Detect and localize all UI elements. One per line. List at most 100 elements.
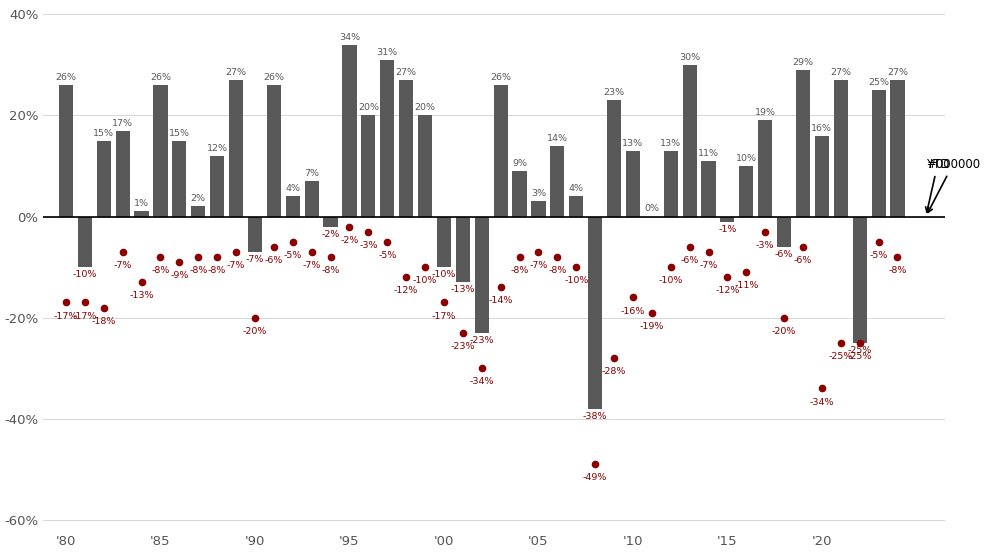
Bar	[833, 80, 847, 216]
Text: -5%: -5%	[869, 251, 886, 260]
Text: 26%: 26%	[263, 73, 284, 82]
Text: -25%: -25%	[828, 352, 852, 361]
Text: -19%: -19%	[639, 322, 664, 331]
Text: 15%: 15%	[93, 129, 114, 137]
Text: -7%: -7%	[528, 261, 547, 270]
Text: 0%: 0%	[644, 204, 659, 214]
Bar	[701, 161, 715, 216]
Text: 2%: 2%	[190, 194, 205, 203]
Bar	[512, 171, 527, 216]
Text: 27%: 27%	[829, 68, 851, 77]
Text: -8%: -8%	[510, 266, 528, 275]
Text: 30%: 30%	[678, 53, 699, 62]
Bar	[757, 120, 771, 216]
Text: -6%: -6%	[679, 256, 698, 265]
Text: 13%: 13%	[622, 139, 643, 148]
Text: 31%: 31%	[377, 47, 397, 57]
Text: -14%: -14%	[488, 296, 513, 305]
Bar	[474, 216, 488, 333]
Bar	[305, 181, 318, 216]
Text: 26%: 26%	[55, 73, 76, 82]
Text: -25%: -25%	[847, 346, 871, 355]
Text: -34%: -34%	[809, 397, 833, 406]
Bar	[871, 90, 884, 216]
Text: 27%: 27%	[395, 68, 416, 77]
Bar	[153, 85, 168, 216]
Text: -28%: -28%	[601, 367, 625, 376]
Text: -20%: -20%	[771, 327, 796, 336]
Text: 25%: 25%	[868, 78, 888, 87]
Text: -12%: -12%	[715, 286, 739, 295]
Bar	[530, 201, 545, 216]
Text: 15%: 15%	[169, 129, 189, 137]
Text: 12%: 12%	[206, 144, 228, 153]
Text: -8%: -8%	[547, 266, 566, 275]
Text: -20%: -20%	[243, 327, 267, 336]
Text: 4%: 4%	[568, 184, 583, 193]
Text: 11%: 11%	[697, 149, 718, 158]
Bar	[134, 211, 149, 216]
Bar	[720, 216, 734, 221]
Text: -7%: -7%	[302, 261, 320, 270]
Text: -7%: -7%	[699, 261, 717, 270]
Text: -17%: -17%	[73, 311, 97, 321]
Text: -10%: -10%	[412, 276, 437, 285]
Text: -11%: -11%	[734, 281, 757, 290]
Text: -34%: -34%	[469, 377, 493, 386]
Bar	[663, 151, 677, 216]
Text: 16%: 16%	[810, 124, 831, 132]
Text: -10%: -10%	[658, 276, 682, 285]
Bar	[97, 141, 110, 216]
Bar	[437, 216, 451, 267]
Bar	[588, 216, 601, 408]
Text: -6%: -6%	[264, 256, 283, 265]
Text: -10%: -10%	[563, 276, 588, 285]
Text: 17%: 17%	[112, 119, 133, 128]
Bar	[115, 131, 129, 216]
Text: -8%: -8%	[151, 266, 170, 275]
Text: -23%: -23%	[451, 342, 474, 351]
Text: -2%: -2%	[340, 236, 358, 245]
Text: 26%: 26%	[150, 73, 171, 82]
Text: -7%: -7%	[227, 261, 245, 270]
Bar	[380, 60, 394, 216]
Text: 7%: 7%	[304, 169, 318, 178]
Bar	[173, 141, 186, 216]
Bar	[417, 115, 432, 216]
Text: -7%: -7%	[113, 261, 132, 270]
Text: 20%: 20%	[414, 103, 435, 113]
Bar	[682, 65, 696, 216]
Bar	[247, 216, 261, 252]
Bar	[59, 85, 73, 216]
Text: -2%: -2%	[321, 230, 339, 238]
Text: -8%: -8%	[189, 266, 207, 275]
Text: 23%: 23%	[602, 88, 624, 97]
Bar	[889, 80, 903, 216]
Bar	[229, 80, 243, 216]
Bar	[549, 146, 564, 216]
Text: 34%: 34%	[338, 33, 360, 41]
Text: -8%: -8%	[321, 266, 339, 275]
Text: -7%: -7%	[246, 255, 264, 264]
Bar	[342, 45, 356, 216]
Bar	[776, 216, 791, 247]
Bar	[78, 216, 92, 267]
Text: -8%: -8%	[887, 266, 906, 275]
Bar	[398, 80, 413, 216]
Text: -10%: -10%	[73, 270, 97, 279]
Text: 3%: 3%	[530, 189, 545, 198]
Bar	[361, 115, 375, 216]
Text: -25%: -25%	[847, 352, 871, 361]
Text: -23%: -23%	[469, 336, 493, 345]
Bar	[625, 151, 639, 216]
Text: -8%: -8%	[208, 266, 226, 275]
Bar	[323, 216, 337, 227]
Text: 14%: 14%	[546, 134, 567, 143]
Bar	[266, 85, 281, 216]
Text: 9%: 9%	[512, 159, 527, 168]
Bar	[210, 156, 224, 216]
Text: -3%: -3%	[359, 241, 378, 250]
Text: #000000: #000000	[925, 158, 979, 213]
Bar	[606, 100, 620, 216]
Text: -13%: -13%	[129, 291, 154, 300]
